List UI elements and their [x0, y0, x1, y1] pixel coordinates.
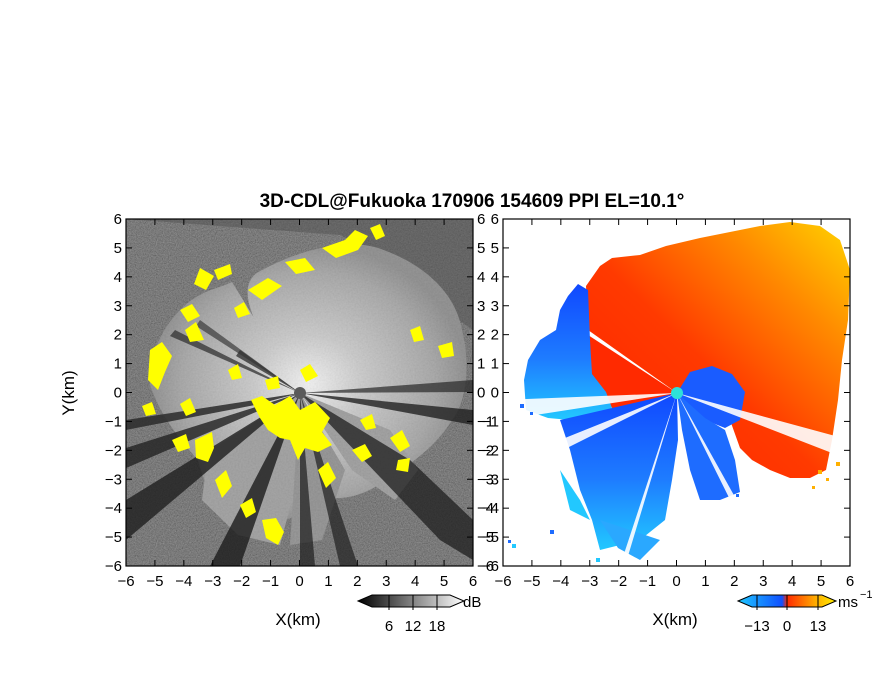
y-tick-label: 4 [491, 269, 499, 286]
y-tick-label: 0 [491, 385, 499, 402]
snr-highlight-cells [142, 224, 454, 545]
right-colorbar-unit: ms [838, 594, 858, 611]
colorbar-tick-label: 0 [783, 618, 791, 635]
y-tick-label: −4 [482, 500, 499, 517]
x-tick-label: −4 [552, 573, 569, 590]
x-tick-label: −1 [262, 573, 279, 590]
y-tick-label: −3 [482, 471, 499, 488]
x-tick-label: −5 [523, 573, 540, 590]
y-tick-label: 1 [491, 356, 499, 373]
y-tick-label-right: 5 [477, 240, 485, 257]
x-tick-label: −1 [639, 573, 656, 590]
x-tick-label: −4 [175, 573, 192, 590]
x-tick-label: −3 [581, 573, 598, 590]
y-tick-label-right: 1 [477, 356, 485, 373]
colorbar-tick-label: −13 [744, 618, 769, 635]
y-tick-label: −1 [482, 413, 499, 430]
x-tick-label: 5 [817, 573, 825, 590]
y-tick-label: 1 [114, 356, 122, 373]
left-panel-snr-image [125, 218, 474, 567]
x-tick-label: 3 [382, 573, 390, 590]
y-tick-label: 6 [491, 211, 499, 228]
right-panel-velocity-image [502, 218, 851, 567]
y-tick-label: 2 [114, 327, 122, 344]
y-tick-label-right: 6 [477, 211, 485, 228]
colorbar-tick-label: 6 [385, 618, 393, 635]
y-tick-label: 5 [491, 240, 499, 257]
x-tick-label: 1 [324, 573, 332, 590]
left-axes: −6 −5 −4 −3 −2 −1 0 1 2 3 4 5 6−6 −6−5 −5−4 −4−3 −3−2 −2−… [105, 211, 494, 590]
colorbar-tick-label: 18 [429, 618, 446, 635]
right-colorbar: −13 0 13 ms −1 [736, 589, 873, 635]
y-tick-label-right: 2 [477, 327, 485, 344]
left-colorbar-unit: dB [463, 594, 481, 611]
y-tick-label: 4 [114, 269, 122, 286]
x-tick-label: −5 [146, 573, 163, 590]
y-tick-label: −5 [482, 529, 499, 546]
y-tick-label-right: 0 [477, 385, 485, 402]
x-tick-label: −2 [610, 573, 627, 590]
y-tick-label: 3 [114, 298, 122, 315]
y-tick-label: 3 [491, 298, 499, 315]
x-tick-label: 4 [788, 573, 796, 590]
x-tick-label: 0 [295, 573, 303, 590]
y-tick-label: −6 [482, 558, 499, 575]
x-tick-label: −6 [494, 573, 511, 590]
x-tick-label: −6 [117, 573, 134, 590]
radar-location-marker-velocity [671, 387, 683, 399]
x-tick-label: 2 [730, 573, 738, 590]
figure-title: 3D-CDL@Fukuoka 170906 154609 PPI EL=10.1… [260, 191, 685, 212]
y-tick-label: −5 [105, 529, 122, 546]
y-tick-label-right: −2 [477, 442, 494, 459]
x-tick-label: 1 [701, 573, 709, 590]
y-tick-label: 2 [491, 327, 499, 344]
right-axes: −6 −5 −4 −3 −2 −1 0 1 2 3 4 5 6 −6 −5 −4 −3 −2 −1 0 1 2 3 4 5 6 [482, 211, 854, 590]
x-tick-label: 4 [411, 573, 419, 590]
y-tick-label: −3 [105, 471, 122, 488]
y-tick-label: 0 [114, 385, 122, 402]
y-tick-label-right: −4 [477, 500, 494, 517]
x-tick-label: 6 [469, 573, 477, 590]
right-colorbar-unit-exponent: −1 [860, 589, 873, 601]
x-tick-label: −3 [204, 573, 221, 590]
y-tick-label-right: −3 [477, 471, 494, 488]
x-tick-label: 6 [846, 573, 854, 590]
radar-location-marker [294, 387, 306, 399]
y-tick-label-right: −5 [477, 529, 494, 546]
x-tick-label: 2 [353, 573, 361, 590]
left-colorbar: 6 12 18 dB [356, 594, 481, 635]
y-tick-label: −2 [482, 442, 499, 459]
y-tick-label-right: 3 [477, 298, 485, 315]
left-x-axis-label: X(km) [275, 610, 320, 629]
y-tick-label: −6 [105, 558, 122, 575]
y-tick-label: 5 [114, 240, 122, 257]
x-tick-label: 0 [672, 573, 680, 590]
x-tick-label: 5 [440, 573, 448, 590]
right-x-axis-label: X(km) [652, 610, 697, 629]
colorbar-tick-label: 12 [405, 618, 422, 635]
y-axis-label: Y(km) [59, 370, 78, 415]
colorbar-tick-label: 13 [810, 618, 827, 635]
x-tick-label: 3 [759, 573, 767, 590]
y-tick-label-right: −6 [477, 558, 494, 575]
y-tick-label: −2 [105, 442, 122, 459]
y-tick-label-right: 4 [477, 269, 485, 286]
x-tick-label: −2 [233, 573, 250, 590]
y-tick-label: −1 [105, 413, 122, 430]
y-tick-label: −4 [105, 500, 122, 517]
y-tick-label: 6 [114, 211, 122, 228]
y-tick-label-right: −1 [477, 413, 494, 430]
